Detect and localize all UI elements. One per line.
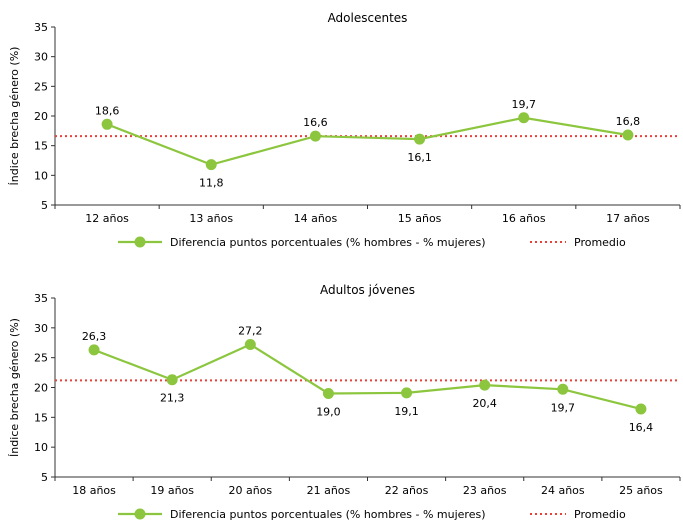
x-tick-label: 16 años <box>502 212 546 225</box>
y-tick-label: 30 <box>34 51 48 64</box>
x-tick-label: 25 años <box>619 484 663 497</box>
data-label: 20,4 <box>472 397 497 410</box>
data-point <box>518 112 530 124</box>
data-point <box>205 159 217 171</box>
y-tick-label: 5 <box>41 471 48 484</box>
data-label: 19,7 <box>551 401 576 414</box>
data-label: 19,0 <box>316 405 341 418</box>
data-point <box>622 129 634 141</box>
x-tick-label: 12 años <box>85 212 129 225</box>
x-tick-label: 24 años <box>541 484 585 497</box>
x-tick-label: 15 años <box>398 212 442 225</box>
data-label: 26,3 <box>82 330 107 343</box>
y-tick-label: 20 <box>34 110 48 123</box>
x-tick-label: 20 años <box>228 484 272 497</box>
x-tick-label: 19 años <box>150 484 194 497</box>
x-tick-label: 22 años <box>385 484 429 497</box>
data-point <box>414 133 426 145</box>
x-tick-label: 13 años <box>189 212 233 225</box>
y-tick-label: 10 <box>34 169 48 182</box>
legend-series-label: Diferencia puntos porcentuales (% hombre… <box>170 508 486 521</box>
data-point <box>244 339 256 351</box>
data-label: 18,6 <box>95 104 120 117</box>
data-label: 11,8 <box>199 177 224 190</box>
data-label: 16,1 <box>407 151 432 164</box>
legend-average-label: Promedio <box>574 236 626 249</box>
data-label: 21,3 <box>160 392 185 405</box>
legend-series-label: Diferencia puntos porcentuales (% hombre… <box>170 236 486 249</box>
data-point <box>166 374 178 386</box>
legend-series-marker <box>134 236 146 248</box>
data-point <box>479 379 491 391</box>
y-tick-label: 15 <box>34 140 48 153</box>
x-tick-label: 21 años <box>307 484 351 497</box>
data-point <box>322 387 334 399</box>
data-point <box>401 387 413 399</box>
y-tick-label: 30 <box>34 322 48 335</box>
y-tick-label: 25 <box>34 80 48 93</box>
series-line <box>106 116 629 166</box>
series-line <box>93 343 642 411</box>
y-tick-label: 20 <box>34 382 48 395</box>
data-label: 27,2 <box>238 325 263 338</box>
x-tick-label: 23 años <box>463 484 507 497</box>
y-tick-label: 15 <box>34 411 48 424</box>
y-tick-label: 35 <box>34 292 48 305</box>
data-label: 19,1 <box>394 405 419 418</box>
data-point <box>309 130 321 142</box>
legend-series-marker <box>134 508 146 520</box>
chart-title: Adultos jóvenes <box>320 283 415 297</box>
y-axis-label: Índice brecha género (%) <box>8 47 21 186</box>
data-point <box>88 344 100 356</box>
x-tick-label: 18 años <box>72 484 116 497</box>
data-label: 16,8 <box>616 115 641 128</box>
y-axis-label: Índice brecha género (%) <box>8 318 21 457</box>
data-label: 16,4 <box>629 421 654 434</box>
data-label: 16,6 <box>303 116 328 129</box>
data-label: 19,7 <box>512 98 537 111</box>
data-point <box>557 383 569 395</box>
data-point <box>101 118 113 130</box>
x-tick-label: 14 años <box>294 212 338 225</box>
chart-title: Adolescentes <box>328 11 408 25</box>
x-tick-label: 17 años <box>606 212 650 225</box>
data-point <box>635 403 647 415</box>
y-tick-label: 35 <box>34 21 48 34</box>
y-tick-label: 25 <box>34 352 48 365</box>
y-tick-label: 5 <box>41 199 48 212</box>
y-tick-label: 10 <box>34 441 48 454</box>
legend-average-label: Promedio <box>574 508 626 521</box>
